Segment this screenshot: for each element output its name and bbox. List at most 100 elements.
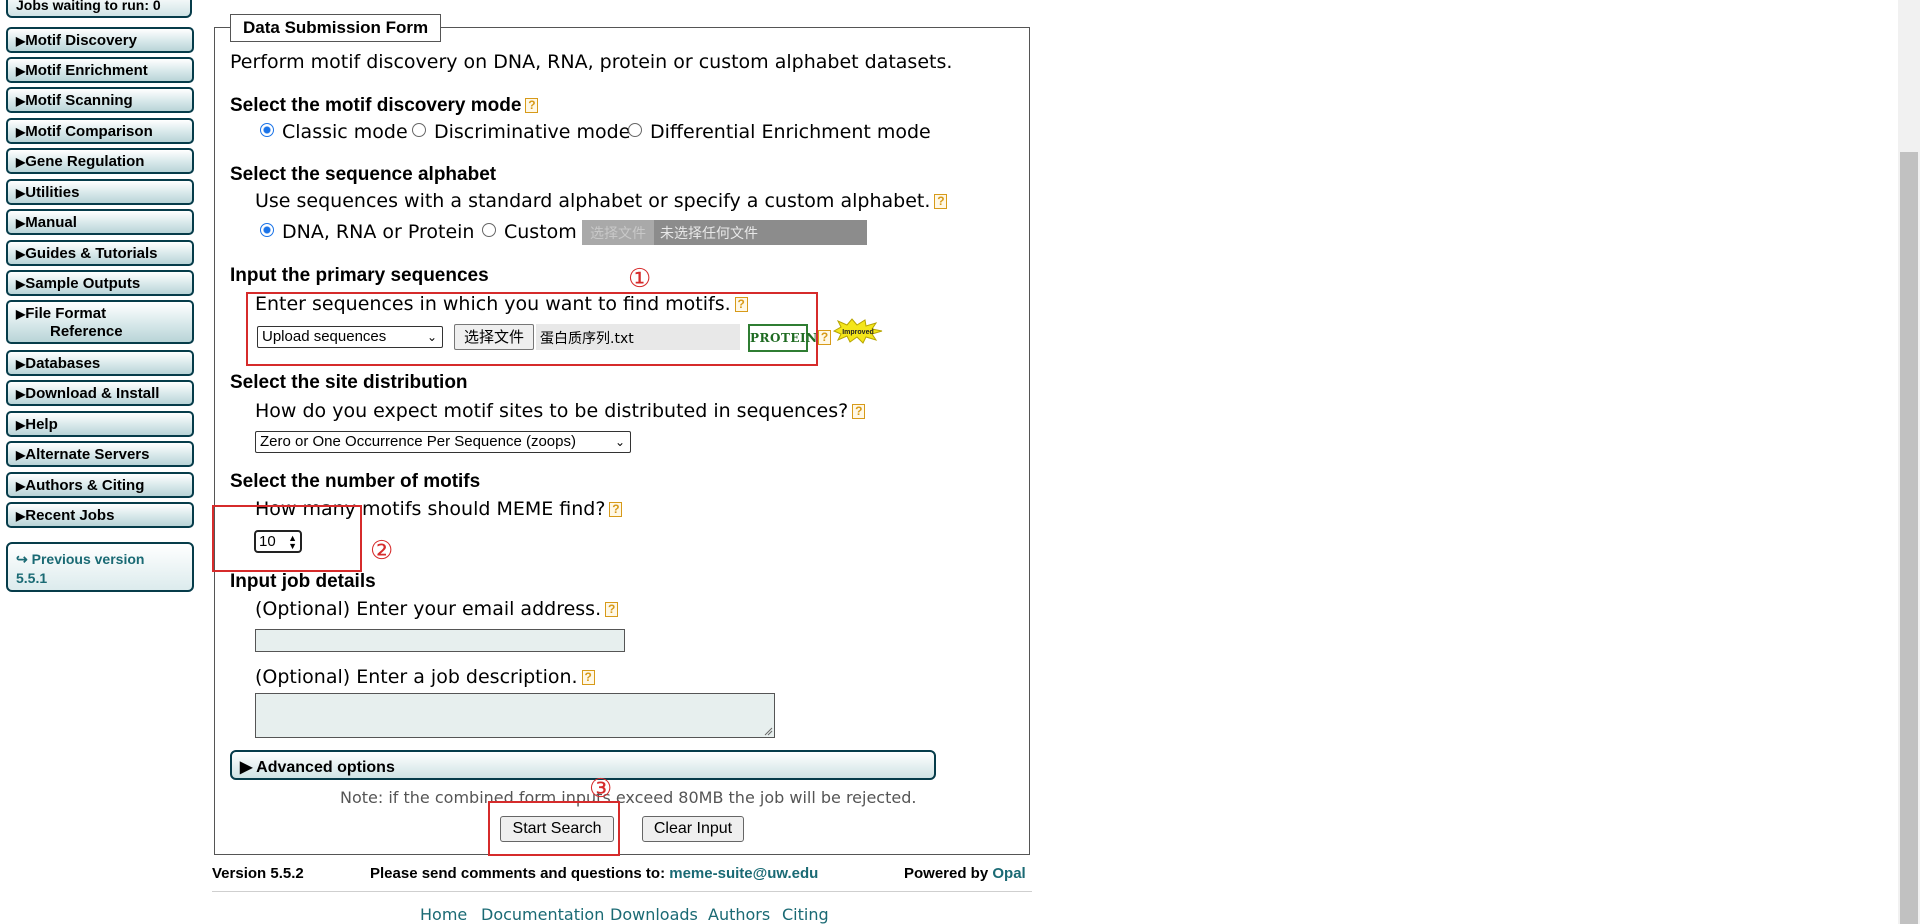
stepper-arrows-icon[interactable]: ▲ ▼ (288, 533, 297, 551)
sidebar-item-alternate-servers[interactable]: ▶Alternate Servers (6, 441, 194, 467)
radio-icon[interactable] (482, 223, 496, 237)
sidebar-item-file-format-reference[interactable]: ▶File Format Reference (6, 300, 194, 344)
triangle-right-icon: ▶ (16, 357, 26, 371)
powered-by-text: Powered by Opal (904, 865, 1026, 882)
previous-version-link[interactable]: ↪ Previous version 5.5.1 (6, 542, 194, 592)
footer-link-documentation[interactable]: Documentation (481, 905, 605, 924)
alphabet-option-label: Custom (504, 221, 577, 243)
site-desc: How do you expect motif sites to be dist… (255, 400, 866, 422)
triangle-right-icon: ▶ (16, 307, 26, 321)
sidebar-item-label: Gene Regulation (25, 153, 145, 170)
contact-email-link[interactable]: meme-suite@uw.edu (669, 865, 819, 882)
site-heading: Select the site distribution (230, 372, 468, 393)
scrollbar-thumb[interactable] (1900, 152, 1918, 924)
help-icon[interactable]: ? (581, 670, 595, 685)
annotation-box-1 (246, 292, 818, 366)
opal-link[interactable]: Opal (992, 865, 1026, 882)
primary-heading: Input the primary sequences (230, 265, 489, 286)
sidebar-item-manual[interactable]: ▶Manual (6, 209, 194, 235)
sidebar-item-databases[interactable]: ▶Databases (6, 350, 194, 376)
annotation-number-2: ② (370, 536, 394, 566)
vertical-scrollbar[interactable] (1898, 0, 1920, 924)
site-distribution-select[interactable]: Zero or One Occurrence Per Sequence (zoo… (255, 431, 631, 453)
help-icon[interactable]: ? (605, 602, 619, 617)
sidebar-item-help[interactable]: ▶Help (6, 411, 194, 437)
alphabet-option-custom[interactable]: Custom (482, 221, 577, 243)
mode-heading: Select the motif discovery mode? (230, 95, 539, 117)
sidebar-item-recent-jobs[interactable]: ▶Recent Jobs (6, 502, 194, 528)
sidebar-item-download-install[interactable]: ▶Download & Install (6, 380, 194, 406)
motif-count-stepper[interactable]: 10 ▲ ▼ (254, 530, 302, 553)
help-icon[interactable]: ? (734, 297, 748, 312)
sidebar-item-label: Sample Outputs (25, 275, 141, 292)
sidebar-item-motif-comparison[interactable]: ▶Motif Comparison (6, 118, 194, 144)
choose-file-button[interactable]: 选择文件 (454, 324, 534, 350)
resize-handle-icon[interactable] (763, 726, 773, 736)
sequence-source-select[interactable]: Upload sequences ⌄ (257, 326, 443, 348)
sidebar-item-utilities[interactable]: ▶Utilities (6, 179, 194, 205)
mode-option-differential[interactable]: Differential Enrichment mode (628, 121, 931, 143)
footer-link-citing[interactable]: Citing (782, 905, 829, 924)
triangle-right-icon: ▶ (16, 479, 26, 493)
alphabet-option-standard[interactable]: DNA, RNA or Protein (260, 221, 474, 243)
job-heading: Input job details (230, 571, 376, 592)
triangle-right-icon: ▶ (16, 387, 26, 401)
alphabet-desc: Use sequences with a standard alphabet o… (255, 190, 948, 212)
help-icon[interactable]: ? (525, 98, 539, 113)
sidebar-item-label: Databases (25, 355, 101, 372)
select-value: Upload sequences (262, 328, 387, 345)
mode-option-classic[interactable]: Classic mode (260, 121, 408, 143)
footer-link-home[interactable]: Home (420, 905, 468, 924)
sidebar-item-guides-tutorials[interactable]: ▶Guides & Tutorials (6, 240, 194, 266)
comments-label: Please send comments and questions to: (370, 865, 666, 882)
sidebar-item-label: Motif Comparison (25, 123, 153, 140)
email-field[interactable] (255, 629, 625, 652)
triangle-right-icon: ▶ (16, 216, 26, 230)
jobs-waiting-status: Jobs waiting to run: 0 (6, 0, 192, 18)
footer-link-authors[interactable]: Authors (708, 905, 771, 924)
job-description-textarea[interactable] (255, 693, 775, 738)
sidebar-item-label: Alternate Servers (25, 446, 150, 463)
clear-input-button[interactable]: Clear Input (642, 816, 744, 842)
comments-text: Please send comments and questions to: m… (370, 865, 818, 882)
radio-selected-icon[interactable] (260, 123, 274, 137)
help-icon[interactable]: ? (934, 194, 948, 209)
triangle-right-icon: ▶ (16, 509, 26, 523)
mode-option-label: Differential Enrichment mode (650, 121, 931, 143)
triangle-right-icon: ▶ (16, 64, 26, 78)
sidebar-item-label: Motif Enrichment (25, 62, 148, 79)
chevron-down-icon: ⌄ (614, 435, 625, 449)
radio-icon[interactable] (628, 123, 642, 137)
help-icon[interactable]: ? (609, 502, 623, 517)
sidebar-item-gene-regulation[interactable]: ▶Gene Regulation (6, 148, 194, 174)
annotation-box-3 (488, 801, 620, 856)
selected-file-name: 蛋白质序列.txt (536, 324, 740, 350)
sidebar-item-authors-citing[interactable]: ▶Authors & Citing (6, 472, 194, 498)
annotation-number-1: ① (628, 264, 652, 294)
sidebar-item-label: Help (25, 416, 58, 433)
no-file-selected-text: 未选择任何文件 (660, 226, 758, 242)
select-value: Zero or One Occurrence Per Sequence (zoo… (260, 433, 576, 450)
sidebar-item-motif-enrichment[interactable]: ▶Motif Enrichment (6, 57, 194, 83)
triangle-right-icon: ▶ (16, 186, 26, 200)
sidebar-item-label: Authors & Citing (25, 477, 145, 494)
help-icon[interactable]: ? (852, 404, 866, 419)
footer-link-downloads[interactable]: Downloads (610, 905, 698, 924)
motifs-desc-text: How many motifs should MEME find? (255, 498, 606, 520)
start-search-button[interactable]: Start Search (500, 816, 614, 842)
email-label-text: (Optional) Enter your email address. (255, 598, 602, 620)
improved-badge-icon: Improved (832, 318, 884, 344)
sidebar-item-sample-outputs[interactable]: ▶Sample Outputs (6, 270, 194, 296)
sidebar-item-motif-scanning[interactable]: ▶Motif Scanning (6, 87, 194, 113)
triangle-right-icon: ▶ (16, 418, 26, 432)
radio-icon[interactable] (412, 123, 426, 137)
advanced-options-toggle[interactable]: ▶ Advanced options (230, 750, 936, 780)
protein-alphabet-badge: PROTEIN (748, 324, 817, 352)
triangle-right-icon: ▶ (16, 125, 26, 139)
improved-badge-text: Improved (842, 329, 874, 336)
mode-option-discriminative[interactable]: Discriminative mode (412, 121, 630, 143)
sidebar-item-motif-discovery[interactable]: ▶Motif Discovery (6, 27, 194, 53)
sidebar-item-label: File Format (25, 305, 107, 322)
radio-selected-icon[interactable] (260, 223, 274, 237)
help-icon[interactable]: ? (818, 330, 831, 345)
